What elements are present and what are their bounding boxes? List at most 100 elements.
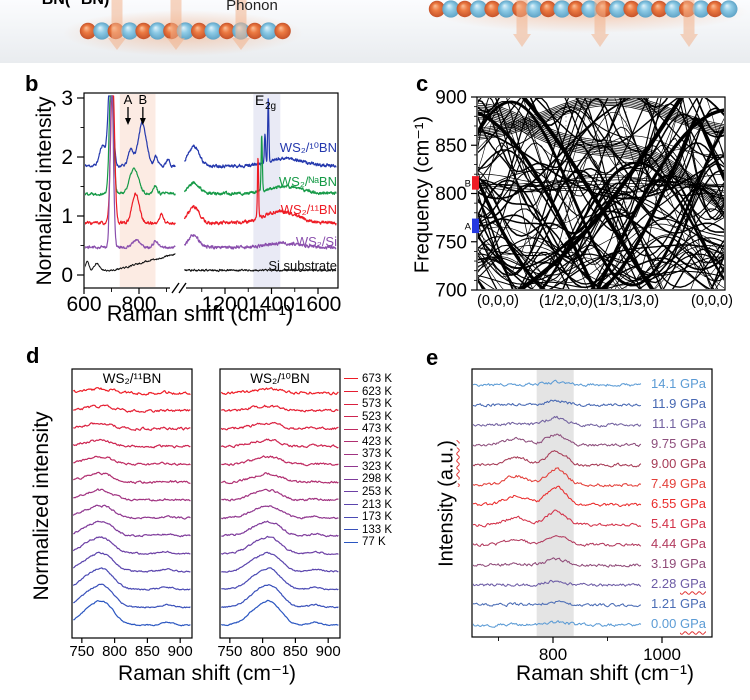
boron-atom: [79, 22, 97, 40]
tick-label: 900: [168, 643, 193, 660]
phonon-band: [478, 236, 724, 264]
phonon-arrow: [683, 0, 695, 34]
pressure-unit: GPa: [679, 535, 706, 551]
tick-label: 850: [435, 136, 467, 157]
peak-annotation: B: [139, 92, 148, 107]
boron-atom: [246, 22, 263, 40]
pressure-unit: GPa: [679, 415, 706, 431]
phonon-band: [478, 179, 724, 278]
phonon-band: [478, 179, 724, 187]
phonon-arrow: [111, 0, 123, 38]
spectrum-curve: [221, 488, 339, 502]
phonon-bands: [478, 98, 724, 289]
pressure-value: 0.00: [651, 615, 677, 631]
panel-c-ylabel: Frequency (cm⁻¹): [411, 115, 434, 274]
pressure-label: 1.21 GPa: [642, 595, 706, 611]
phonon-label: Phonon: [226, 0, 278, 14]
nitrogen-atom: [581, 0, 599, 18]
pressure-value: 9.75: [651, 435, 677, 451]
spectrum-curve: [73, 551, 191, 573]
tick-label: 900: [435, 88, 467, 109]
legend-label: 623 K: [362, 385, 393, 398]
legend-swatch: [344, 529, 358, 531]
legend-swatch: [344, 516, 358, 518]
spectrum-curve: [221, 584, 339, 609]
panel-label-d: d: [26, 343, 40, 368]
phonon-band: [478, 98, 724, 200]
spectrum-curve: [85, 95, 176, 168]
nitrogen-atom: [664, 0, 682, 18]
tick-label: 800: [121, 293, 156, 316]
boron-atom: [428, 0, 446, 18]
legend-label: 573 K: [362, 398, 393, 411]
legend-swatch: [344, 541, 358, 543]
plot-frame: [71, 368, 193, 639]
annotation-arrow-head: [125, 118, 131, 125]
phonon-band: [478, 169, 724, 218]
spectrum-curve: [85, 95, 176, 197]
phonon-band: [478, 168, 724, 237]
spectrum-curve: [473, 579, 642, 587]
panel-e-xlabel: Raman shift (cm⁻¹): [516, 662, 694, 685]
phonon-band: [636, 98, 724, 159]
pressure-label: 2.28 GPa: [642, 576, 706, 591]
pressure-unit: GPa: [679, 495, 706, 511]
peak-annotation: A: [124, 92, 133, 107]
panel-d-title-11bn: WS₂/¹¹BN: [102, 371, 162, 386]
spectrum-curve: [73, 471, 191, 485]
tick-label: 850: [135, 643, 160, 660]
pressure-label: 11.9 GPa: [642, 395, 706, 411]
nitrogen-atom: [553, 0, 571, 18]
spectrum-curve: [221, 455, 339, 467]
phonon-band: [478, 98, 724, 129]
legend-swatch: [344, 478, 358, 480]
phonon-band: [478, 217, 724, 289]
mode-marker-label: A: [465, 221, 472, 232]
legend-label: 373 K: [362, 448, 393, 461]
spectrum-curve: [221, 567, 339, 591]
phonon-arrow-head: [591, 34, 609, 47]
panel-label-b: b: [25, 71, 39, 96]
legend-label: 323 K: [362, 460, 393, 473]
kpoint-label: (0,0,0): [691, 293, 733, 309]
tick-label: 1400: [248, 293, 295, 316]
pressure-value: 1.21: [651, 595, 677, 611]
legend-item: 623 K: [344, 386, 392, 398]
phonon-arrow: [516, 0, 528, 34]
boron-atom: [218, 22, 236, 40]
pressure-label: 9.00 GPa: [642, 456, 706, 471]
spectrum-curve: [73, 387, 191, 396]
legend-swatch: [344, 403, 358, 405]
tick-label: 800: [102, 643, 127, 660]
legend-swatch: [344, 428, 358, 430]
pressure-value: 5.41: [651, 515, 677, 531]
tick-label: 850: [283, 643, 308, 660]
nitrogen-atom: [93, 22, 111, 40]
panel-e-ylabel-unit: (a.u.): [435, 440, 458, 487]
panel-e-ylabel-text: Intensity: [435, 486, 458, 567]
phonon-arrow-head: [513, 34, 531, 47]
legend-label: 77 K: [362, 536, 386, 549]
spectrum-curve: [73, 404, 191, 413]
spectrum-curve: [221, 387, 339, 396]
spectrum-curve: [221, 505, 339, 520]
legend-item: 213 K: [344, 499, 392, 511]
tick-label: 700: [435, 281, 467, 302]
highlight-band: [536, 370, 574, 636]
phonon-band: [478, 98, 724, 218]
legend-item: 673 K: [344, 373, 392, 385]
legend-label: 423 K: [362, 435, 393, 448]
phonon-band: [478, 144, 724, 275]
boron-atom: [540, 0, 557, 18]
phonon-arrow-head: [232, 38, 250, 50]
spectrum-curve: [221, 472, 339, 485]
legend-item: 373 K: [344, 448, 392, 460]
phonon-arrow: [170, 0, 182, 38]
panel-d-ylabel: Normalized intensity: [30, 411, 53, 601]
pressure-value: 11.9: [652, 395, 677, 411]
spectrum-curve: [85, 95, 176, 226]
pressure-label: 11.1 GPa: [642, 415, 706, 431]
spectrum-curve: [221, 404, 339, 413]
legend-label: 213 K: [362, 498, 393, 511]
